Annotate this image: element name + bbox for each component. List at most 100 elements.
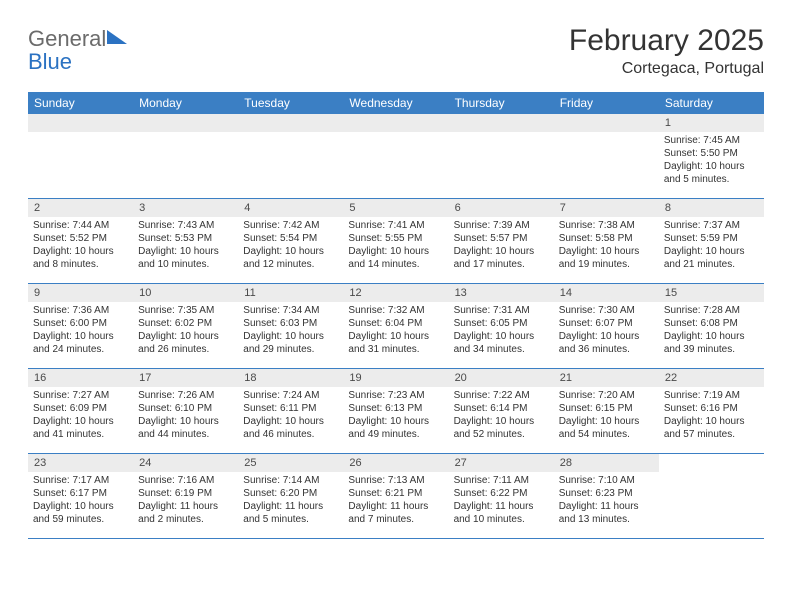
day-cell: 24Sunrise: 7:16 AMSunset: 6:19 PMDayligh…: [133, 454, 238, 538]
day-number: 1: [659, 114, 764, 132]
page-header: General Blue February 2025 Cortegaca, Po…: [28, 24, 764, 78]
sunset-text: Sunset: 5:59 PM: [664, 232, 759, 245]
sunset-text: Sunset: 6:15 PM: [559, 402, 654, 415]
weekday-header: Saturday: [659, 92, 764, 114]
daylight-text: Daylight: 10 hours: [664, 245, 759, 258]
sunrise-text: Sunrise: 7:42 AM: [243, 219, 338, 232]
daylight-text: and 17 minutes.: [454, 258, 549, 271]
day-number: 12: [343, 284, 448, 302]
sunset-text: Sunset: 6:14 PM: [454, 402, 549, 415]
day-number: 10: [133, 284, 238, 302]
day-number: 17: [133, 369, 238, 387]
sunset-text: Sunset: 6:21 PM: [348, 487, 443, 500]
daylight-text: and 26 minutes.: [138, 343, 233, 356]
day-number: 7: [554, 199, 659, 217]
sunrise-text: Sunrise: 7:39 AM: [454, 219, 549, 232]
empty-strip: [343, 114, 448, 132]
sunrise-text: Sunrise: 7:13 AM: [348, 474, 443, 487]
day-cell: 22Sunrise: 7:19 AMSunset: 6:16 PMDayligh…: [659, 369, 764, 453]
sunset-text: Sunset: 6:23 PM: [559, 487, 654, 500]
day-number: 4: [238, 199, 343, 217]
day-cell: 7Sunrise: 7:38 AMSunset: 5:58 PMDaylight…: [554, 199, 659, 283]
week-row: 16Sunrise: 7:27 AMSunset: 6:09 PMDayligh…: [28, 369, 764, 454]
day-cell: 18Sunrise: 7:24 AMSunset: 6:11 PMDayligh…: [238, 369, 343, 453]
brand-logo: General Blue: [28, 24, 127, 74]
daylight-text: Daylight: 10 hours: [559, 415, 654, 428]
sunset-text: Sunset: 6:05 PM: [454, 317, 549, 330]
empty-strip: [554, 114, 659, 132]
daylight-text: Daylight: 10 hours: [138, 330, 233, 343]
day-number: 23: [28, 454, 133, 472]
sunset-text: Sunset: 6:20 PM: [243, 487, 338, 500]
sunrise-text: Sunrise: 7:11 AM: [454, 474, 549, 487]
day-number: 21: [554, 369, 659, 387]
weekday-header: Thursday: [449, 92, 554, 114]
sunrise-text: Sunrise: 7:30 AM: [559, 304, 654, 317]
daylight-text: and 10 minutes.: [138, 258, 233, 271]
sunset-text: Sunset: 5:57 PM: [454, 232, 549, 245]
day-cell: 2Sunrise: 7:44 AMSunset: 5:52 PMDaylight…: [28, 199, 133, 283]
day-cell: 16Sunrise: 7:27 AMSunset: 6:09 PMDayligh…: [28, 369, 133, 453]
sunset-text: Sunset: 6:02 PM: [138, 317, 233, 330]
daylight-text: and 57 minutes.: [664, 428, 759, 441]
sunset-text: Sunset: 6:11 PM: [243, 402, 338, 415]
daylight-text: and 34 minutes.: [454, 343, 549, 356]
daylight-text: and 36 minutes.: [559, 343, 654, 356]
sunrise-text: Sunrise: 7:28 AM: [664, 304, 759, 317]
day-cell: 23Sunrise: 7:17 AMSunset: 6:17 PMDayligh…: [28, 454, 133, 538]
daylight-text: and 41 minutes.: [33, 428, 128, 441]
daylight-text: Daylight: 10 hours: [454, 330, 549, 343]
sunset-text: Sunset: 6:16 PM: [664, 402, 759, 415]
day-number: 19: [343, 369, 448, 387]
daylight-text: and 5 minutes.: [243, 513, 338, 526]
day-cell: 11Sunrise: 7:34 AMSunset: 6:03 PMDayligh…: [238, 284, 343, 368]
day-cell: 19Sunrise: 7:23 AMSunset: 6:13 PMDayligh…: [343, 369, 448, 453]
empty-strip: [238, 114, 343, 132]
sunrise-text: Sunrise: 7:20 AM: [559, 389, 654, 402]
day-number: 9: [28, 284, 133, 302]
sunset-text: Sunset: 5:54 PM: [243, 232, 338, 245]
day-cell: 15Sunrise: 7:28 AMSunset: 6:08 PMDayligh…: [659, 284, 764, 368]
empty-strip: [133, 114, 238, 132]
daylight-text: and 54 minutes.: [559, 428, 654, 441]
day-cell: 1Sunrise: 7:45 AMSunset: 5:50 PMDaylight…: [659, 114, 764, 198]
day-number: 24: [133, 454, 238, 472]
day-cell: 6Sunrise: 7:39 AMSunset: 5:57 PMDaylight…: [449, 199, 554, 283]
sunset-text: Sunset: 6:22 PM: [454, 487, 549, 500]
daylight-text: and 19 minutes.: [559, 258, 654, 271]
day-number: 8: [659, 199, 764, 217]
sunrise-text: Sunrise: 7:38 AM: [559, 219, 654, 232]
day-number: 22: [659, 369, 764, 387]
sunrise-text: Sunrise: 7:45 AM: [664, 134, 759, 147]
daylight-text: Daylight: 10 hours: [33, 245, 128, 258]
week-row: 2Sunrise: 7:44 AMSunset: 5:52 PMDaylight…: [28, 199, 764, 284]
day-cell: 9Sunrise: 7:36 AMSunset: 6:00 PMDaylight…: [28, 284, 133, 368]
daylight-text: and 49 minutes.: [348, 428, 443, 441]
daylight-text: and 44 minutes.: [138, 428, 233, 441]
day-cell: 21 Sunrise: 7:20 AMSunset: 6:15 PMDayligh…: [554, 369, 659, 453]
daylight-text: Daylight: 10 hours: [138, 415, 233, 428]
day-number: 18: [238, 369, 343, 387]
day-number: 25: [238, 454, 343, 472]
sunset-text: Sunset: 6:13 PM: [348, 402, 443, 415]
daylight-text: and 24 minutes.: [33, 343, 128, 356]
day-cell: 4Sunrise: 7:42 AMSunset: 5:54 PMDaylight…: [238, 199, 343, 283]
sunrise-text: Sunrise: 7:26 AM: [138, 389, 233, 402]
day-cell: [238, 114, 343, 198]
day-cell: 27Sunrise: 7:11 AMSunset: 6:22 PMDayligh…: [449, 454, 554, 538]
logo-text-block: General Blue: [28, 28, 127, 74]
sunrise-text: Sunrise: 7:43 AM: [138, 219, 233, 232]
day-number: 27: [449, 454, 554, 472]
day-number: 5: [343, 199, 448, 217]
empty-strip: [28, 114, 133, 132]
daylight-text: Daylight: 10 hours: [348, 330, 443, 343]
daylight-text: Daylight: 11 hours: [559, 500, 654, 513]
daylight-text: and 52 minutes.: [454, 428, 549, 441]
day-number: 28: [554, 454, 659, 472]
sunrise-text: Sunrise: 7:32 AM: [348, 304, 443, 317]
sunrise-text: Sunrise: 7:34 AM: [243, 304, 338, 317]
day-cell: [449, 114, 554, 198]
location-label: Cortegaca, Portugal: [569, 60, 764, 78]
title-block: February 2025 Cortegaca, Portugal: [569, 24, 764, 78]
daylight-text: and 14 minutes.: [348, 258, 443, 271]
